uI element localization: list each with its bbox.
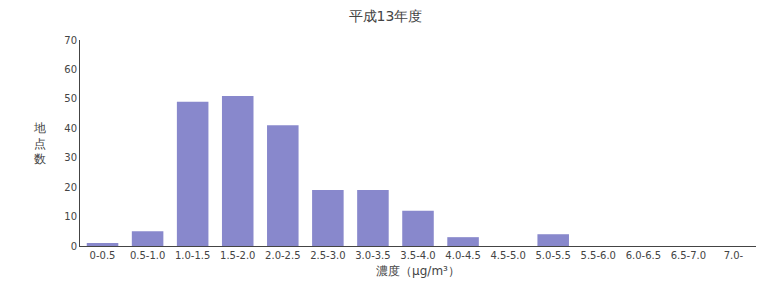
svg-text:10: 10	[64, 211, 77, 222]
svg-text:3.5-4.0: 3.5-4.0	[400, 250, 435, 261]
svg-text:0: 0	[71, 241, 77, 252]
svg-text:4.0-4.5: 4.0-4.5	[445, 250, 480, 261]
svg-text:0.5-1.0: 0.5-1.0	[130, 250, 165, 261]
svg-text:7.0-: 7.0-	[724, 250, 744, 261]
svg-text:平成13年度: 平成13年度	[349, 8, 423, 24]
svg-text:2.0-2.5: 2.0-2.5	[265, 250, 300, 261]
svg-text:濃度（μg/m³）: 濃度（μg/m³）	[376, 264, 460, 278]
svg-text:3.0-3.5: 3.0-3.5	[355, 250, 390, 261]
svg-text:地点数: 地点数	[33, 121, 46, 166]
svg-text:60: 60	[64, 64, 77, 75]
svg-text:30: 30	[64, 152, 77, 163]
svg-text:5.5-6.0: 5.5-6.0	[581, 250, 616, 261]
svg-text:1.0-1.5: 1.0-1.5	[175, 250, 210, 261]
svg-text:70: 70	[64, 35, 77, 46]
svg-text:40: 40	[64, 123, 77, 134]
svg-text:1.5-2.0: 1.5-2.0	[220, 250, 255, 261]
svg-text:4.5-5.0: 4.5-5.0	[490, 250, 525, 261]
svg-text:20: 20	[64, 182, 77, 193]
svg-text:50: 50	[64, 93, 77, 104]
svg-text:6.0-6.5: 6.0-6.5	[626, 250, 661, 261]
svg-text:0-0.5: 0-0.5	[90, 250, 116, 261]
svg-text:5.0-5.5: 5.0-5.5	[535, 250, 570, 261]
svg-text:2.5-3.0: 2.5-3.0	[310, 250, 345, 261]
svg-text:6.5-7.0: 6.5-7.0	[671, 250, 706, 261]
